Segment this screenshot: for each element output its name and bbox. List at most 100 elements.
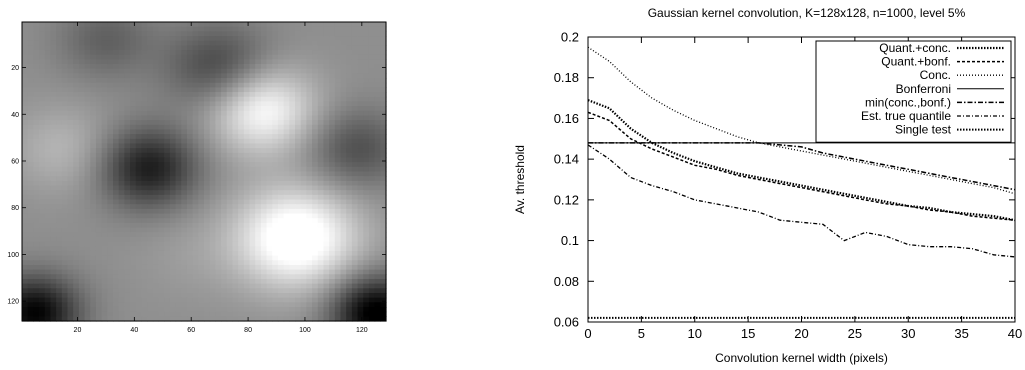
heatmap-cell <box>22 316 29 322</box>
heatmap-cell <box>67 246 74 252</box>
heatmap-cell <box>95 87 103 93</box>
heatmap-cell <box>22 269 29 275</box>
heatmap-cell <box>260 218 268 224</box>
heatmap-cell <box>135 50 143 56</box>
heatmap-cell <box>50 311 57 317</box>
heatmap-cell <box>135 222 143 229</box>
heatmap-cell <box>300 50 307 56</box>
heatmap-cell <box>33 40 40 46</box>
heatmap-cell <box>329 260 336 266</box>
heatmap-cell <box>135 87 143 93</box>
heatmap-cell <box>272 297 279 303</box>
heatmap-cell <box>249 54 256 60</box>
heatmap-cell <box>204 124 211 131</box>
heatmap-cell <box>186 190 194 196</box>
heatmap-cell <box>277 213 285 219</box>
heatmap-cell <box>283 171 290 177</box>
heatmap-cell <box>357 255 364 261</box>
heatmap-cell <box>186 250 194 257</box>
heatmap-cell <box>113 157 120 163</box>
heatmap-cell <box>306 45 313 51</box>
heatmap-cell <box>215 96 222 103</box>
heatmap-cell <box>56 134 63 140</box>
heatmap-cell <box>158 36 165 42</box>
heatmap-cell <box>204 134 211 140</box>
heatmap-cell <box>175 283 182 289</box>
heatmap-cell <box>243 110 251 117</box>
heatmap-cell <box>329 68 336 74</box>
heatmap-cell <box>101 292 108 299</box>
heatmap-cell <box>340 59 347 65</box>
heatmap-cell <box>27 297 34 303</box>
heatmap-cell <box>306 152 313 159</box>
heatmap-cell <box>277 260 285 266</box>
heatmap-cell <box>295 227 302 233</box>
heatmap-cell <box>249 59 256 65</box>
heatmap-cell <box>164 166 171 173</box>
heatmap-cell <box>22 190 29 196</box>
heatmap-cell <box>209 311 216 317</box>
heatmap-cell <box>130 157 137 163</box>
heatmap-cell <box>27 92 34 98</box>
heatmap-cell <box>152 129 160 135</box>
heatmap-cell <box>272 288 279 294</box>
heatmap-cell <box>243 134 251 140</box>
heatmap-cell <box>198 255 205 261</box>
heatmap-cell <box>317 129 325 135</box>
heatmap-cell <box>27 232 34 238</box>
heatmap-cell <box>164 236 171 243</box>
heatmap-cell <box>209 213 216 219</box>
heatmap-cell <box>380 311 387 317</box>
heatmap-cell <box>226 227 234 233</box>
heatmap-cell <box>357 162 364 168</box>
heatmap-cell <box>334 26 342 32</box>
heatmap-cell <box>78 36 86 42</box>
heatmap-cell <box>289 82 296 88</box>
chart-title: Gaussian kernel convolution, K=128x128, … <box>648 6 966 20</box>
heatmap-cell <box>260 185 268 191</box>
heatmap-cell <box>243 190 251 196</box>
heatmap-cell <box>33 227 40 233</box>
heatmap-cell <box>243 274 251 280</box>
heatmap-cell <box>118 302 125 308</box>
heatmap-cell <box>249 316 256 322</box>
heatmap-cell <box>357 218 364 224</box>
heatmap-cell <box>61 115 69 121</box>
heatmap-cell <box>351 213 359 219</box>
heatmap-cell <box>323 278 330 285</box>
heatmap-cell <box>351 26 359 32</box>
heatmap-cell <box>135 106 143 112</box>
heatmap-cell <box>39 96 46 103</box>
heatmap-cell <box>238 162 245 168</box>
heatmap-cell <box>317 218 325 224</box>
heatmap-cell <box>130 152 137 159</box>
heatmap-cell <box>357 250 364 257</box>
heatmap-cell <box>323 232 330 238</box>
heatmap-cell <box>118 134 125 140</box>
heatmap-cell <box>363 124 370 131</box>
heatmap-cell <box>232 162 239 168</box>
heatmap-cell <box>215 124 222 131</box>
heatmap-cell <box>374 82 381 88</box>
heatmap-cell <box>340 292 347 299</box>
heatmap-cell <box>215 222 222 229</box>
heatmap-cell <box>152 162 160 168</box>
heatmap-cell <box>141 311 148 317</box>
heatmap-cell <box>124 115 131 121</box>
heatmap-cell <box>192 31 199 37</box>
heatmap-cell <box>158 152 165 159</box>
heatmap-cell <box>50 306 57 313</box>
heatmap-cell <box>73 218 80 224</box>
heatmap-cell <box>22 96 29 103</box>
heatmap-cell <box>266 87 273 93</box>
heatmap-cell <box>135 73 143 79</box>
heatmap-cell <box>289 129 296 135</box>
heatmap-cell <box>169 255 177 261</box>
heatmap-cell <box>101 311 108 317</box>
heatmap-cell <box>39 185 46 191</box>
heatmap-cell <box>329 101 336 107</box>
heatmap-cell <box>192 190 199 196</box>
heatmap-cell <box>346 152 353 159</box>
heatmap-cell <box>67 250 74 257</box>
heatmap-cell <box>124 236 131 243</box>
